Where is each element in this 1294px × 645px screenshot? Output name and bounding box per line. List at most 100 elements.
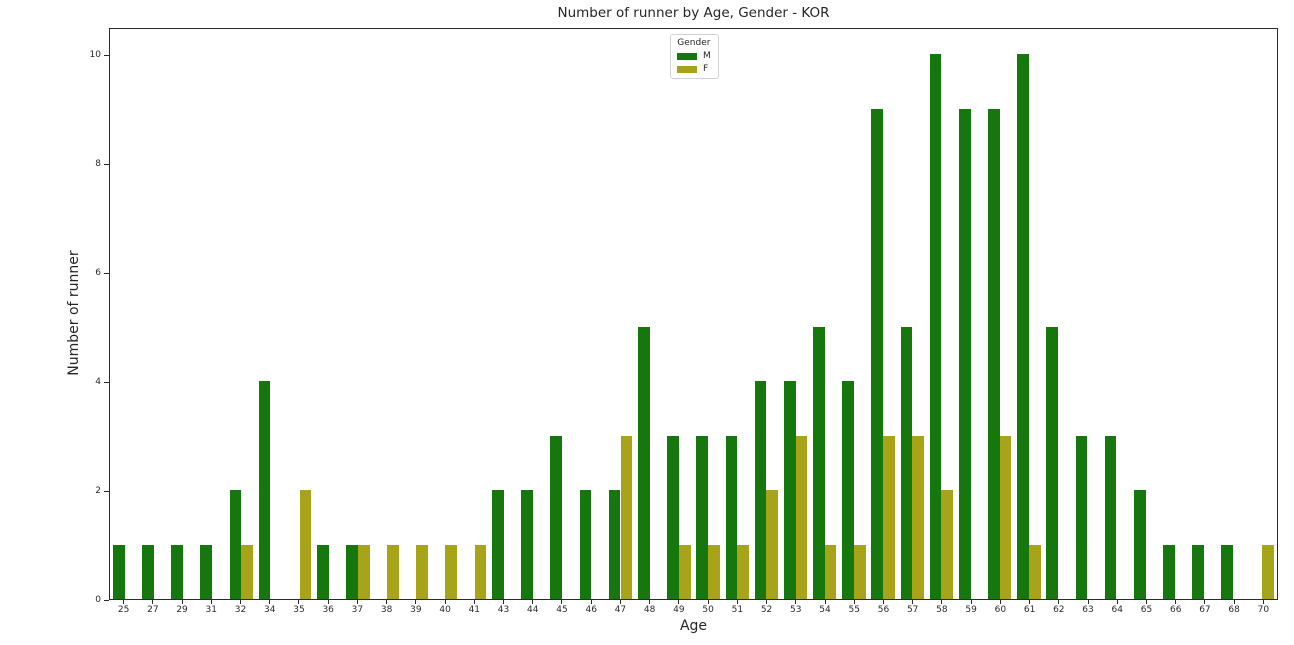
bar-m-37 bbox=[346, 544, 358, 599]
x-tick-mark bbox=[590, 600, 592, 604]
bar-m-36 bbox=[317, 544, 329, 599]
x-tick-mark bbox=[1175, 600, 1177, 604]
y-tick-mark bbox=[104, 490, 109, 492]
category-53 bbox=[781, 29, 810, 599]
x-tick-mark bbox=[356, 600, 358, 604]
y-tick-label-6: 6 bbox=[95, 268, 101, 279]
x-tick-label-58: 58 bbox=[936, 605, 948, 615]
x-tick-label-41: 41 bbox=[468, 605, 481, 615]
x-tick-mark bbox=[123, 600, 125, 604]
x-tick-mark bbox=[327, 600, 329, 604]
x-tick-label-60: 60 bbox=[994, 605, 1007, 615]
x-tick-mark bbox=[1087, 600, 1089, 604]
x-tick-label-31: 31 bbox=[205, 605, 217, 615]
category-66 bbox=[1160, 29, 1189, 599]
x-tick-label-70: 70 bbox=[1257, 605, 1270, 615]
bar-f-60 bbox=[999, 435, 1012, 599]
bar-m-25 bbox=[112, 544, 125, 599]
category-65 bbox=[1131, 29, 1160, 599]
bar-m-59 bbox=[958, 108, 971, 599]
category-63 bbox=[1073, 29, 1102, 599]
bar-m-49 bbox=[667, 435, 679, 599]
x-tick-mark bbox=[1029, 600, 1031, 604]
x-tick-mark bbox=[1204, 600, 1206, 604]
x-tick-label-65: 65 bbox=[1140, 605, 1153, 615]
x-tick-mark bbox=[678, 600, 680, 604]
category-50 bbox=[693, 29, 722, 599]
bar-f-41 bbox=[474, 544, 487, 599]
category-41 bbox=[460, 29, 489, 599]
x-tick-label-32: 32 bbox=[234, 605, 247, 615]
bar-m-45 bbox=[550, 435, 563, 599]
bar-f-58 bbox=[941, 490, 954, 599]
bar-m-50 bbox=[696, 435, 708, 599]
x-tick-label-67: 67 bbox=[1199, 605, 1211, 615]
legend-label-m: M bbox=[703, 51, 711, 61]
category-48 bbox=[635, 29, 664, 599]
category-67 bbox=[1189, 29, 1218, 599]
x-tick-mark bbox=[181, 600, 183, 604]
bar-f-56 bbox=[883, 435, 895, 599]
x-tick-label-48: 48 bbox=[643, 605, 656, 615]
category-39 bbox=[402, 29, 431, 599]
x-tick-mark bbox=[269, 600, 271, 604]
x-tick-label-40: 40 bbox=[439, 605, 451, 615]
x-tick-mark bbox=[532, 600, 534, 604]
x-tick-mark bbox=[298, 600, 300, 604]
legend-entry-f: F bbox=[677, 64, 711, 74]
legend-swatch-m bbox=[677, 52, 697, 60]
bar-m-67 bbox=[1192, 544, 1204, 599]
x-tick-mark bbox=[386, 600, 388, 604]
category-51 bbox=[723, 29, 752, 599]
x-tick-mark bbox=[415, 600, 417, 604]
bar-f-54 bbox=[824, 544, 837, 599]
category-62 bbox=[1044, 29, 1073, 599]
bar-m-34 bbox=[258, 381, 271, 599]
x-tick-label-25: 25 bbox=[117, 605, 130, 615]
bar-m-65 bbox=[1133, 490, 1146, 599]
category-35 bbox=[285, 29, 314, 599]
bar-f-61 bbox=[1028, 544, 1041, 599]
y-tick-label-10: 10 bbox=[89, 50, 101, 61]
x-tick-mark bbox=[882, 600, 884, 604]
bar-f-32 bbox=[241, 544, 253, 599]
bar-m-66 bbox=[1163, 544, 1175, 599]
x-tick-label-62: 62 bbox=[1053, 605, 1065, 615]
category-59 bbox=[956, 29, 985, 599]
category-68 bbox=[1219, 29, 1248, 599]
bar-m-57 bbox=[900, 326, 913, 599]
x-tick-mark bbox=[444, 600, 446, 604]
category-49 bbox=[664, 29, 693, 599]
bar-m-29 bbox=[171, 544, 183, 599]
category-60 bbox=[985, 29, 1014, 599]
x-tick-mark bbox=[853, 600, 855, 604]
category-46 bbox=[577, 29, 606, 599]
x-tick-label-59: 59 bbox=[965, 605, 977, 615]
category-45 bbox=[548, 29, 577, 599]
bar-m-44 bbox=[521, 490, 533, 599]
category-55 bbox=[839, 29, 868, 599]
category-27 bbox=[139, 29, 168, 599]
legend-title: Gender bbox=[677, 38, 711, 48]
x-tick-mark bbox=[707, 600, 709, 604]
bar-m-58 bbox=[929, 54, 942, 599]
y-tick-label-0: 0 bbox=[95, 595, 101, 605]
x-tick-label-66: 66 bbox=[1169, 605, 1182, 615]
plot-area bbox=[109, 28, 1278, 600]
bar-f-52 bbox=[766, 490, 779, 599]
category-36 bbox=[314, 29, 343, 599]
x-tick-label-39: 39 bbox=[410, 605, 422, 615]
x-tick-mark bbox=[1058, 600, 1060, 604]
x-tick-mark bbox=[1262, 600, 1264, 604]
bar-f-53 bbox=[795, 435, 808, 599]
chart-title: Number of runner by Age, Gender - KOR bbox=[557, 5, 830, 21]
bar-f-70 bbox=[1262, 544, 1274, 599]
y-tick-mark bbox=[104, 163, 109, 165]
category-31 bbox=[198, 29, 227, 599]
bar-m-64 bbox=[1104, 435, 1117, 599]
x-tick-mark bbox=[561, 600, 563, 604]
x-tick-mark bbox=[210, 600, 212, 604]
x-axis-label: Age bbox=[679, 618, 708, 634]
bar-f-40 bbox=[445, 544, 458, 599]
